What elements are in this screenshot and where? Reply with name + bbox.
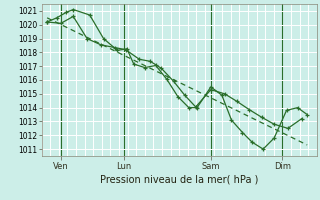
X-axis label: Pression niveau de la mer( hPa ): Pression niveau de la mer( hPa ) — [100, 175, 258, 185]
